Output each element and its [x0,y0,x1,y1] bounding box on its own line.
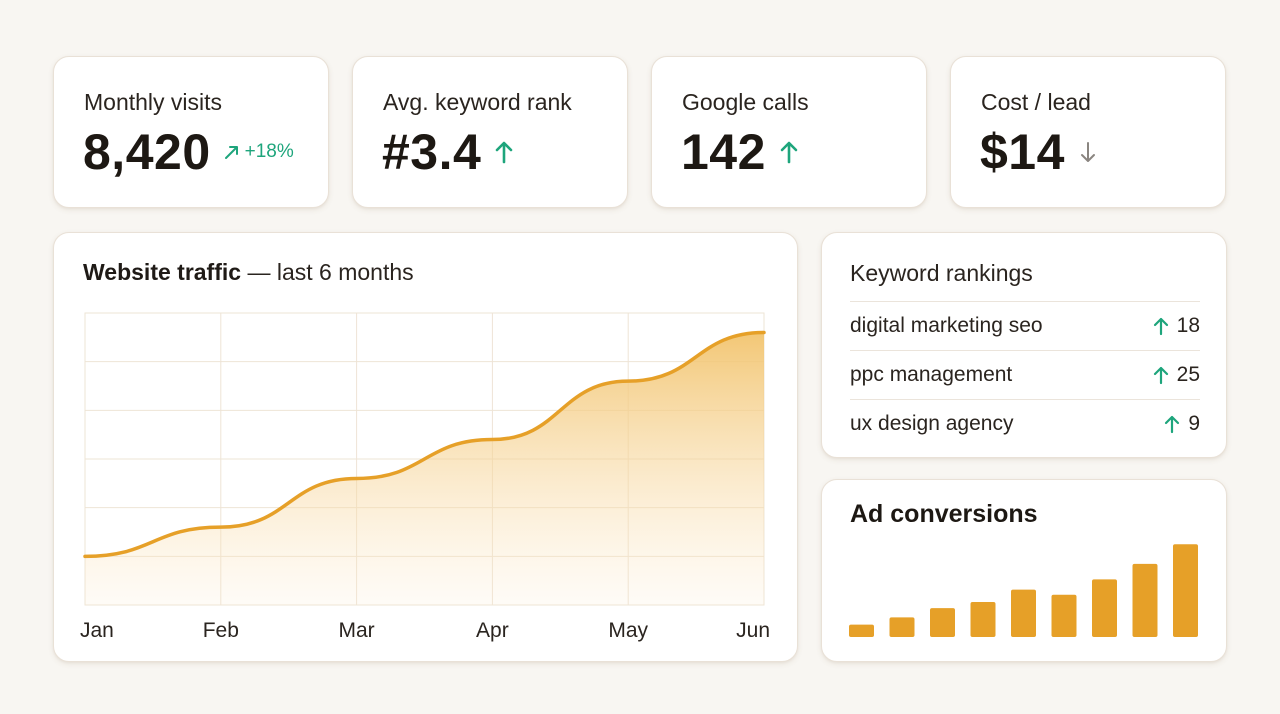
kpi-card-keyword-rank: Avg. keyword rank #3.4 [352,56,628,208]
arrow-up-icon [1153,317,1168,336]
x-tick-label: May [608,619,648,642]
kpi-label: Monthly visits [84,89,223,115]
keyword-term: ux design agency [850,412,1014,435]
website-traffic-card: Website traffic — last 6 months Jan Feb Ma… [53,232,798,662]
kpi-card-google-calls: Google calls 142 [651,56,927,208]
keyword-row[interactable]: ppc management 25 [850,350,1200,399]
conversion-bar [1173,544,1198,637]
kpi-card-monthly-visits: Monthly visits 8,420 +18% [53,56,329,208]
traffic-line [83,330,766,559]
ad-conversions-bar-chart [849,544,1198,637]
conversion-bar [849,624,874,637]
kpi-label: Avg. keyword rank [383,89,572,115]
conversion-bar [970,601,996,637]
trend-up-right-icon [223,143,241,161]
keyword-row[interactable]: digital marketing seo 18 [850,301,1200,350]
chart-title-strong: Website traffic [83,259,242,285]
kpi-value: $14 [980,124,1065,180]
kpi-value: 142 [681,124,766,180]
keyword-rankings-card: Keyword rankings digital marketing seo 1… [821,232,1227,458]
arrow-down-icon [1077,139,1099,165]
ad-conversions-title: Ad conversions [850,500,1038,528]
traffic-area-chart: Jan Feb Mar Apr May Jun [80,312,770,642]
kpi-label: Google calls [682,89,809,115]
kpi-value: 8,420 [83,124,211,180]
chart-title-rest: — last 6 months [241,259,414,285]
kpi-delta: +18% [244,141,294,162]
x-tick-label: Jun [736,619,770,642]
arrow-up-icon [778,139,800,165]
ad-conversions-card: Ad conversions [821,479,1227,662]
keyword-rank: 9 [1188,412,1200,435]
x-tick-label: Jan [80,619,114,642]
x-tick-label: Apr [476,619,509,642]
keyword-rankings-title: Keyword rankings [850,260,1033,286]
kpi-card-cost-per-lead: Cost / lead $14 [950,56,1226,208]
kpi-value: #3.4 [382,124,482,180]
chart-title: Website traffic — last 6 months [83,259,414,286]
arrow-up-icon [1165,415,1180,434]
keyword-rank: 25 [1176,363,1200,386]
conversion-bar [930,608,955,637]
x-tick-label: Feb [203,619,239,642]
keyword-term: digital marketing seo [850,314,1043,337]
conversion-bar [1011,589,1036,637]
keyword-list: digital marketing seo 18 ppc management … [850,301,1200,448]
arrow-up-icon [493,139,515,165]
conversion-bar [1132,563,1158,637]
keyword-rank: 18 [1176,314,1200,337]
keyword-term: ppc management [850,363,1013,386]
traffic-area-fill [85,332,764,605]
conversion-bar [1092,579,1117,637]
keyword-row[interactable]: ux design agency 9 [850,399,1200,448]
arrow-up-icon [1153,366,1168,385]
conversion-bar [1051,594,1077,637]
conversion-bar [889,617,915,637]
x-tick-label: Mar [339,619,375,642]
kpi-label: Cost / lead [981,89,1091,115]
